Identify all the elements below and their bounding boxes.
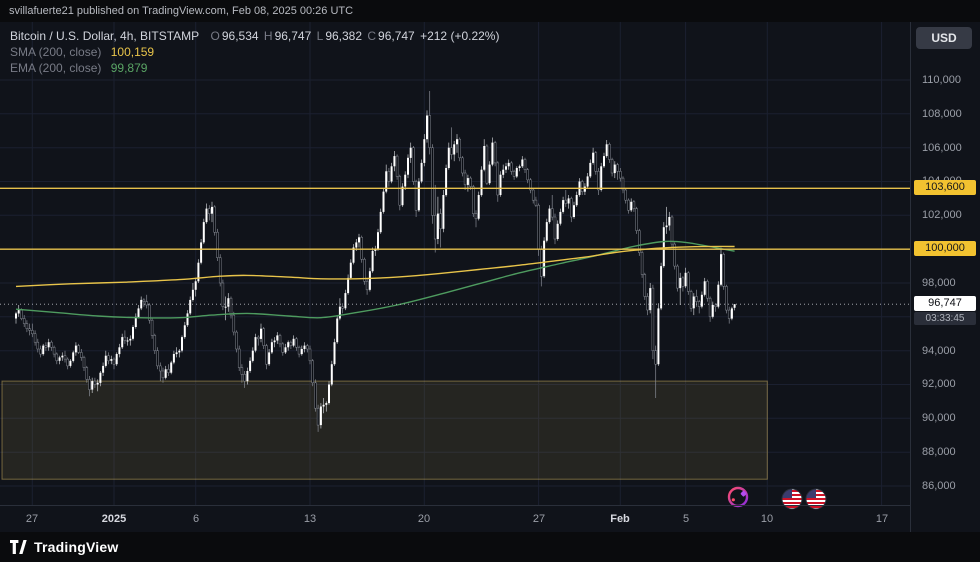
high-label: H — [263, 29, 273, 43]
ema-label: EMA (200, close) — [10, 61, 102, 75]
low-label: L — [316, 29, 324, 43]
candlestick-chart-canvas[interactable] — [0, 22, 910, 505]
price-tick-label: 102,000 — [922, 209, 962, 221]
close-label: C — [367, 29, 377, 43]
tradingview-logo-icon[interactable] — [10, 540, 27, 554]
price-level-badge: 100,000 — [914, 241, 976, 256]
ai-magic-sticker-icon[interactable] — [726, 485, 750, 509]
us-flag-sticker-icon[interactable] — [781, 488, 805, 512]
change-value: +212 (+0.22%) — [420, 29, 500, 43]
close-value: 96,747 — [378, 29, 415, 43]
time-tick-label: 5 — [682, 513, 690, 525]
footer-bar: TradingView — [0, 532, 980, 562]
time-tick-label: 13 — [303, 513, 317, 525]
symbol-legend-row: Bitcoin / U.S. Dollar, 4h, BITSTAMP O 96,… — [10, 28, 501, 44]
time-tick-label: 6 — [192, 513, 200, 525]
chart-legend: Bitcoin / U.S. Dollar, 4h, BITSTAMP O 96,… — [10, 28, 501, 76]
price-axis[interactable]: 110,000108,000106,000104,000102,00098,00… — [910, 22, 980, 532]
time-tick-label: 17 — [875, 513, 889, 525]
sma-legend-row[interactable]: SMA (200, close) 100,159 — [10, 44, 501, 60]
time-tick-label: 27 — [532, 513, 546, 525]
last-price-badge: 96,747 — [914, 296, 976, 311]
chart-area[interactable]: 110,000108,000106,000104,000102,00098,00… — [0, 22, 980, 532]
price-tick-label: 86,000 — [922, 480, 956, 492]
attribution-bar: svillafuerte21 published on TradingView.… — [0, 0, 980, 22]
sma-label: SMA (200, close) — [10, 45, 102, 59]
us-flag-sticker-icon[interactable] — [805, 488, 829, 512]
low-value: 96,382 — [325, 29, 363, 43]
time-axis[interactable]: 27 2025 6 13 20 27 Feb 5 10 17 — [0, 505, 910, 533]
price-tick-label: 110,000 — [922, 74, 961, 86]
ema-value: 99,879 — [110, 61, 148, 75]
tradingview-wordmark[interactable]: TradingView — [34, 539, 119, 555]
price-tick-label: 90,000 — [922, 412, 956, 424]
price-tick-label: 92,000 — [922, 378, 956, 390]
open-value: 96,534 — [221, 29, 259, 43]
price-tick-label: 98,000 — [922, 277, 956, 289]
price-tick-label: 108,000 — [922, 108, 962, 120]
time-tick-label: 2025 — [101, 513, 127, 525]
ohlc-readout: O 96,534 H 96,747 L 96,382 C 96,747 +212 (+0… — [211, 29, 502, 43]
high-value: 96,747 — [274, 29, 312, 43]
open-label: O — [210, 29, 220, 43]
time-tick-label: 20 — [417, 513, 431, 525]
price-tick-label: 106,000 — [922, 142, 962, 154]
ema-legend-row[interactable]: EMA (200, close) 99,879 — [10, 60, 501, 76]
time-tick-label: 10 — [760, 513, 774, 525]
attribution-text: svillafuerte21 published on TradingView.… — [9, 5, 354, 17]
symbol-title[interactable]: Bitcoin / U.S. Dollar, 4h, BITSTAMP — [10, 29, 200, 43]
time-tick-label: Feb — [610, 513, 630, 525]
price-level-badge: 103,600 — [914, 180, 976, 195]
currency-toggle-button[interactable]: USD — [916, 27, 972, 49]
price-tick-label: 94,000 — [922, 345, 956, 357]
bar-countdown: 03:33:45 — [914, 312, 976, 325]
time-tick-label: 27 — [25, 513, 39, 525]
sma-value: 100,159 — [110, 45, 155, 59]
price-tick-label: 88,000 — [922, 446, 956, 458]
